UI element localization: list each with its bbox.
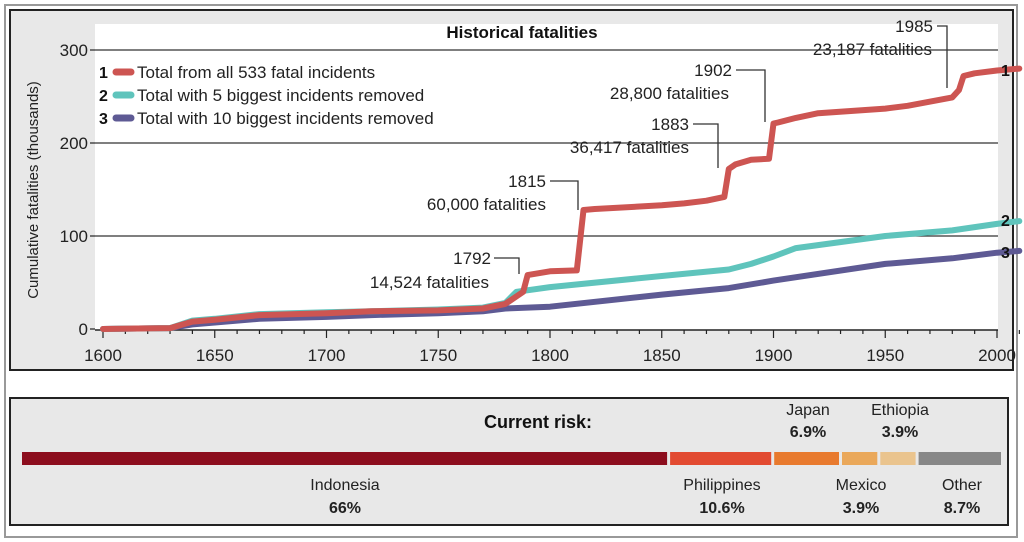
x-tick-label-1750: 1750	[419, 346, 457, 365]
leader-1985	[937, 25, 948, 88]
risk-title: Current risk:	[484, 412, 592, 432]
series-lines	[100, 65, 1023, 332]
risk-segment-japan	[774, 452, 839, 465]
annotation-fatalities-1815: 60,000 fatalities	[427, 195, 546, 214]
risk-label-mexico: Mexico	[836, 477, 887, 494]
risk-segment-other	[918, 452, 1001, 465]
annotation-year-1815: 1815	[508, 172, 546, 191]
risk-label-indonesia: Indonesia	[310, 477, 379, 494]
y-axis-label: Cumulative fatalities (thousands)	[25, 81, 42, 299]
risk-chart: Current risk: Japan 6.9% Ethiopia 3.9% I…	[9, 397, 1009, 526]
series-end-label-3: 3	[1001, 245, 1010, 262]
risk-label-japan: Japan	[786, 402, 830, 419]
risk-bar	[22, 452, 1001, 465]
x-tick-label-1600: 1600	[84, 346, 122, 365]
leader-1883	[693, 123, 719, 168]
risk-segment-ethiopia	[880, 452, 916, 465]
risk-pct-ethiopia: 3.9%	[882, 424, 918, 441]
leader-1902	[736, 69, 766, 122]
legend-label-2: Total with 5 biggest incidents removed	[137, 86, 424, 105]
series-end-label-2: 2	[1001, 213, 1010, 230]
legend-label-1: Total from all 533 fatal incidents	[137, 63, 375, 82]
annotation-fatalities-1902: 28,800 fatalities	[610, 84, 729, 103]
legend-number-1: 1	[99, 65, 108, 82]
legend-label-3: Total with 10 biggest incidents removed	[137, 109, 434, 128]
x-tick-label-2000: 2000	[978, 346, 1016, 365]
legend-entry-1: 1 Total from all 533 fatal incidents	[99, 63, 375, 82]
chart-plot-background	[95, 24, 998, 330]
annotation-fatalities-1985: 23,187 fatalities	[813, 40, 932, 59]
y-axis: 0 100 200 300	[60, 41, 95, 339]
x-tick-label-1950: 1950	[866, 346, 904, 365]
leader-1815	[550, 180, 579, 210]
series-end-label-1: 1	[1001, 63, 1010, 80]
risk-labels: Japan 6.9% Ethiopia 3.9% Indonesia 66% P…	[310, 402, 982, 517]
legend-entry-3: 3 Total with 10 biggest incidents remove…	[99, 109, 434, 128]
risk-pct-philippines: 10.6%	[699, 500, 744, 517]
risk-pct-japan: 6.9%	[790, 424, 826, 441]
series-line-1	[100, 65, 1023, 332]
y-tick-label-300: 300	[60, 41, 88, 60]
y-tick-label-0: 0	[79, 320, 88, 339]
annotation-leaders	[494, 25, 948, 274]
gridlines	[95, 49, 998, 237]
y-tick-label-100: 100	[60, 227, 88, 246]
annotation-year-1883: 1883	[651, 115, 689, 134]
x-tick-label-1800: 1800	[531, 346, 569, 365]
annotation-fatalities-1792: 14,524 fatalities	[370, 273, 489, 292]
x-tick-label-1700: 1700	[308, 346, 346, 365]
x-tick-label-1850: 1850	[643, 346, 681, 365]
x-axis: 1600 1650 1700 1750 1800 1850 1900 1950 2000	[84, 329, 1020, 365]
risk-label-philippines: Philippines	[683, 477, 760, 494]
risk-label-other: Other	[942, 477, 983, 494]
annotation-year-1902: 1902	[694, 61, 732, 80]
leader-1792	[494, 257, 520, 274]
legend: 1 Total from all 533 fatal incidents 2 T…	[99, 63, 434, 128]
annotation-year-1792: 1792	[453, 249, 491, 268]
legend-entry-2: 2 Total with 5 biggest incidents removed	[99, 86, 424, 105]
legend-number-2: 2	[99, 88, 108, 105]
risk-pct-other: 8.7%	[944, 500, 980, 517]
x-tick-label-1650: 1650	[196, 346, 234, 365]
risk-label-ethiopia: Ethiopia	[871, 402, 929, 419]
risk-pct-mexico: 3.9%	[843, 500, 879, 517]
y-tick-label-200: 200	[60, 134, 88, 153]
legend-number-3: 3	[99, 111, 108, 128]
annotations: 1792 14,524 fatalities 1815 60,000 fatal…	[370, 17, 933, 292]
annotation-fatalities-1883: 36,417 fatalities	[570, 138, 689, 157]
annotation-year-1985: 1985	[895, 17, 933, 36]
x-tick-label-1900: 1900	[755, 346, 793, 365]
chart-title: Historical fatalities	[446, 23, 597, 42]
risk-segment-indonesia	[22, 452, 668, 465]
risk-segment-mexico	[842, 452, 878, 465]
history-chart: Historical fatalities 0 100 200 300 1600 165…	[9, 9, 1023, 371]
risk-pct-indonesia: 66%	[329, 500, 361, 517]
risk-segment-philippines	[670, 452, 772, 465]
